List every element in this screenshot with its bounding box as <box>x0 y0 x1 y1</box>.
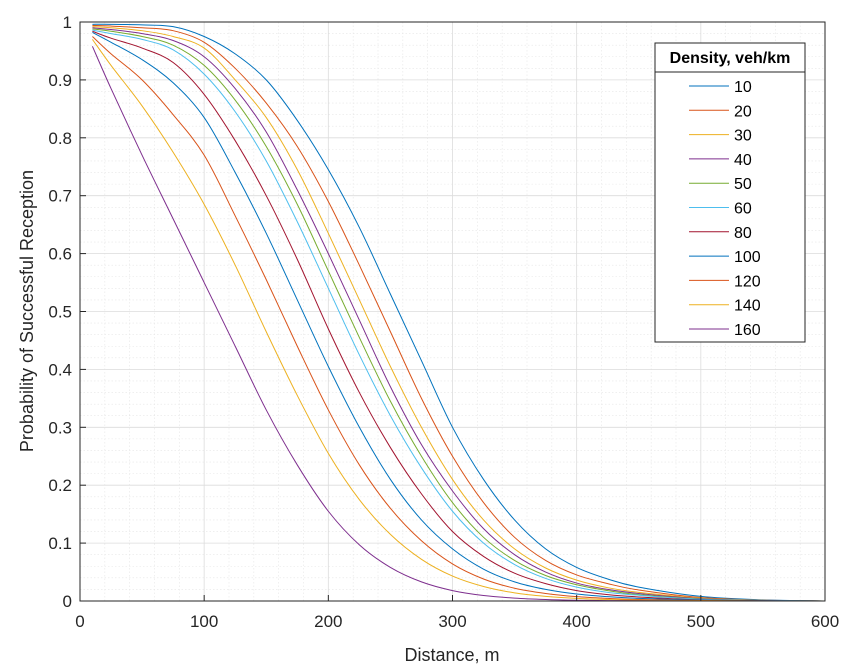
series-line-120 <box>92 36 826 602</box>
y-tick-label: 0.1 <box>48 534 72 553</box>
series-group <box>91 23 826 602</box>
legend-label-100: 100 <box>734 249 761 266</box>
x-tick-label: 400 <box>562 612 590 631</box>
x-axis: 0 100 200 300 400 500 600 <box>75 595 839 631</box>
y-tick-label: 0.3 <box>48 418 72 437</box>
legend-label-140: 140 <box>734 298 761 315</box>
legend-label-120: 120 <box>734 273 761 290</box>
legend-label-160: 160 <box>734 322 761 339</box>
y-tick-label: 0 <box>63 592 72 611</box>
series-line-10 <box>92 23 826 602</box>
series-line-40 <box>92 27 826 602</box>
y-tick-label: 1 <box>63 13 72 32</box>
series-line-100 <box>92 31 826 602</box>
legend-label-40: 40 <box>734 152 752 169</box>
legend-items: 10 20 30 40 50 60 80 100 120 140 160 <box>689 79 761 339</box>
y-axis-label: Probability of Successful Reception <box>17 170 37 452</box>
legend: Density, veh/km 102030405060801001201401… <box>654 42 806 343</box>
y-tick-label: 0.4 <box>48 360 72 379</box>
x-tick-label: 600 <box>811 612 839 631</box>
legend-title: Density, veh/km <box>670 50 791 67</box>
series-line-60 <box>92 29 826 602</box>
y-tick-label: 0.6 <box>48 245 72 264</box>
y-tick-label: 0.9 <box>48 71 72 90</box>
legend-box <box>654 42 806 343</box>
x-tick-label: 300 <box>438 612 466 631</box>
x-tick-label: 0 <box>75 612 84 631</box>
legend-label-80: 80 <box>734 225 752 242</box>
series-line-80 <box>92 30 826 602</box>
x-tick-label: 500 <box>687 612 715 631</box>
y-tick-label: 0.2 <box>48 476 72 495</box>
x-axis-label: Distance, m <box>404 645 499 665</box>
legend-label-30: 30 <box>734 128 752 145</box>
legend-label-60: 60 <box>734 201 752 218</box>
y-tick-label: 0.7 <box>48 187 72 206</box>
legend-label-20: 20 <box>734 103 752 120</box>
y-tick-label: 0.8 <box>48 129 72 148</box>
y-axis: 0 0.1 0.2 0.3 0.4 0.5 0.6 0.7 0.8 0.9 1 <box>48 13 86 611</box>
series-line-140 <box>92 39 826 602</box>
series-line-30 <box>92 26 826 602</box>
series-line-50 <box>92 28 826 602</box>
legend-label-50: 50 <box>734 176 752 193</box>
x-tick-label: 100 <box>190 612 218 631</box>
series-line-20 <box>92 24 826 602</box>
x-tick-label: 200 <box>314 612 342 631</box>
legend-label-10: 10 <box>734 79 752 96</box>
y-tick-label: 0.5 <box>48 303 72 322</box>
